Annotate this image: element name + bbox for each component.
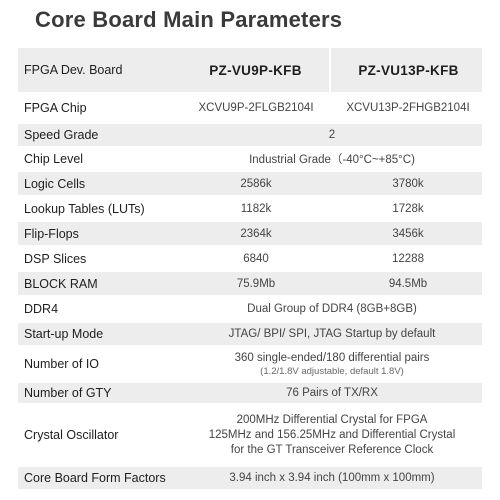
value-shared: 360 single-ended/180 differential pairs … [178,346,482,383]
row-label: Logic Cells [18,171,178,197]
row-block-ram: BLOCK RAM 75.9Mb 94.5Mb [18,271,482,297]
value-vu13p: 3780k [330,171,482,197]
value-vu9p: 1182k [178,196,330,222]
table-header-row: FPGA Dev. Board PZ-VU9P-KFB PZ-VU13P-KFB [18,48,482,94]
row-label: Core Board Form Factors [18,466,178,491]
row-ddr4: DDR4 Dual Group of DDR4 (8GB+8GB) [18,296,482,323]
value-vu13p: 1728k [330,196,482,222]
crystal-line-1: 200MHz Differential Crystal for FPGA [236,413,428,426]
value-shared: Industrial Grade（-40°C~+85°C) [178,147,482,172]
io-note-text: (1.2/1.8V adjustable, default 1.8V) [260,365,404,377]
row-label: BLOCK RAM [18,271,178,297]
row-label: FPGA Chip [18,93,178,124]
row-chip-level: Chip Level Industrial Grade（-40°C~+85°C) [18,147,482,172]
row-fpga-chip: FPGA Chip XCVU9P-2FLGB2104I XCVU13P-2FHG… [18,93,482,124]
value-shared: 2 [178,123,482,148]
header-model-vu13p: PZ-VU13P-KFB [329,48,482,94]
value-shared: 3.94 inch x 3.94 inch (100mm x 100mm) [178,466,482,491]
row-label: Lookup Tables (LUTs) [18,196,178,222]
value-vu13p: 94.5Mb [330,271,482,297]
crystal-line-2: 125MHz and 156.25MHz and Differential Cr… [208,428,456,441]
value-vu9p: 2586k [178,171,330,197]
value-shared: 76 Pairs of TX/RX [178,382,482,405]
header-model-vu9p: PZ-VU9P-KFB [178,48,330,94]
value-vu9p: 6840 [178,246,330,272]
value-vu9p: 2364k [178,221,330,247]
row-label: Crystal Oscillator [18,404,178,467]
row-flip-flops: Flip-Flops 2364k 3456k [18,221,482,247]
row-speed-grade: Speed Grade 2 [18,123,482,148]
row-label: Number of GTY [18,382,178,405]
value-shared: JTAG/ BPI/ SPI, JTAG Startup by default [178,322,482,347]
row-dsp-slices: DSP Slices 6840 12288 [18,246,482,272]
parameters-table: FPGA Dev. Board PZ-VU9P-KFB PZ-VU13P-KFB… [18,48,482,491]
row-form-factors: Core Board Form Factors 3.94 inch x 3.94… [18,466,482,491]
row-luts: Lookup Tables (LUTs) 1182k 1728k [18,196,482,222]
row-crystal-oscillator: Crystal Oscillator 200MHz Differential C… [18,404,482,467]
row-label: Number of IO [18,346,178,383]
page-title: Core Board Main Parameters [35,7,343,32]
row-label: Chip Level [18,147,178,172]
row-startup-mode: Start-up Mode JTAG/ BPI/ SPI, JTAG Start… [18,322,482,347]
value-vu13p: 3456k [330,221,482,247]
value-vu9p: 75.9Mb [178,271,330,297]
crystal-line-3: for the GT Transceiver Reference Clock [230,443,434,456]
value-shared: 200MHz Differential Crystal for FPGA 125… [178,404,482,467]
value-vu9p: XCVU9P-2FLGB2104I [178,93,330,124]
row-logic-cells: Logic Cells 2586k 3780k [18,171,482,197]
row-label: DDR4 [18,296,178,323]
row-label: Start-up Mode [18,322,178,347]
row-label: DSP Slices [18,246,178,272]
row-label: Flip-Flops [18,221,178,247]
row-label: Speed Grade [18,123,178,148]
value-shared: Dual Group of DDR4 (8GB+8GB) [178,296,482,323]
row-number-of-io: Number of IO 360 single-ended/180 differ… [18,346,482,383]
header-label: FPGA Dev. Board [18,48,178,94]
value-vu13p: XCVU13P-2FHGB2104I [330,93,482,124]
row-number-of-gty: Number of GTY 76 Pairs of TX/RX [18,382,482,405]
io-main-text: 360 single-ended/180 differential pairs [234,351,430,364]
value-vu13p: 12288 [330,246,482,272]
